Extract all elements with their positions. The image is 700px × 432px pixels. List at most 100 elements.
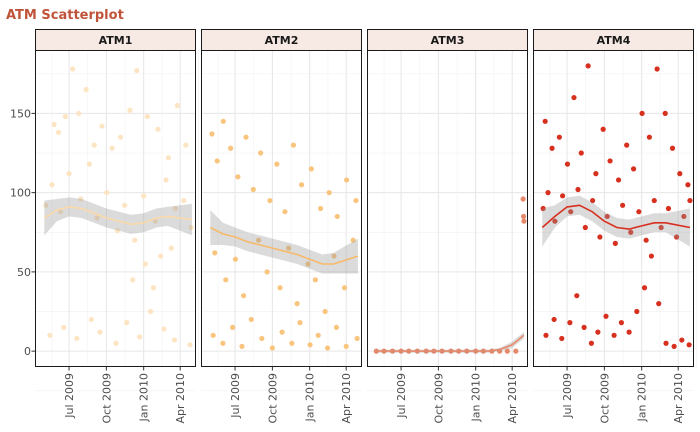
facet-strip-label: ATM3 <box>431 34 465 47</box>
data-point <box>556 134 562 140</box>
data-point <box>685 182 691 188</box>
data-point <box>350 237 356 243</box>
data-point <box>673 234 680 240</box>
data-point <box>144 113 150 120</box>
data-point <box>646 134 652 140</box>
facet-panel-atm2: ATM2 Jul 2009 Oct 2009 Jan 2010 Apr 2010 <box>201 29 365 424</box>
data-point <box>315 332 321 338</box>
data-point <box>628 229 634 235</box>
data-point <box>122 202 128 208</box>
gridlines <box>201 50 365 392</box>
data-point <box>542 118 548 124</box>
data-point <box>127 107 133 113</box>
data-point <box>152 218 159 224</box>
smooth-line <box>541 204 691 230</box>
data-point <box>230 324 236 330</box>
data-point <box>158 253 164 259</box>
points <box>540 63 693 349</box>
data-point <box>334 213 340 220</box>
x-tick-label: Oct 2009 <box>432 373 445 424</box>
data-point <box>597 234 603 240</box>
data-point <box>686 342 692 348</box>
x-tick-label: Oct 2009 <box>266 373 279 424</box>
data-point <box>274 161 280 167</box>
data-point <box>220 340 226 346</box>
data-point <box>560 193 566 199</box>
data-point <box>232 256 239 262</box>
data-point <box>626 329 632 335</box>
data-point <box>669 145 676 151</box>
data-point <box>290 142 297 148</box>
data-point <box>543 332 549 338</box>
data-point <box>568 209 574 215</box>
data-point <box>603 313 609 319</box>
data-point <box>343 177 350 183</box>
facet-panel-atm4: ATM4 Jul 2009 Oct 2009 Jan 2010 Apr 2010 <box>533 29 697 424</box>
data-point <box>172 205 178 212</box>
data-point <box>322 308 328 315</box>
data-point <box>513 348 519 354</box>
data-point <box>264 269 270 275</box>
data-point <box>305 261 311 267</box>
data-point <box>600 126 606 132</box>
data-point <box>641 285 648 291</box>
data-point <box>620 202 626 208</box>
y-tick-label-50: 50 <box>17 266 31 279</box>
x-tick-label: Apr 2010 <box>672 373 685 424</box>
panel-border <box>201 50 362 367</box>
data-point <box>636 209 642 215</box>
data-point <box>677 171 683 177</box>
data-point <box>607 158 613 164</box>
data-point <box>343 343 349 349</box>
data-point <box>639 110 645 116</box>
data-point <box>595 329 601 335</box>
data-point <box>658 224 664 231</box>
data-point <box>354 335 360 342</box>
data-point <box>651 197 657 204</box>
data-point <box>312 277 318 283</box>
data-point <box>141 193 147 199</box>
data-point <box>590 197 596 204</box>
data-point <box>220 118 226 124</box>
data-point <box>47 332 53 338</box>
data-point <box>551 316 557 323</box>
y-tick-label-0: 0 <box>24 345 31 358</box>
points <box>373 196 527 354</box>
data-point <box>662 110 668 116</box>
y-tick-label-150: 150 <box>10 107 31 120</box>
data-point <box>567 320 573 326</box>
data-point <box>88 316 94 323</box>
panel-border <box>367 50 528 367</box>
x-tick-label: Jan 2010 <box>636 373 649 422</box>
data-point <box>294 301 300 307</box>
data-point <box>155 126 161 132</box>
x-tick-label: Jan 2010 <box>138 373 151 422</box>
data-point <box>279 329 285 335</box>
smooth-ci-band <box>44 197 192 236</box>
facet-panel-atm1: ATM1 Jul 2009 Oct 2009 Jan 2010 Apr 2010 <box>35 29 199 424</box>
data-point <box>575 186 581 193</box>
data-point <box>559 335 565 342</box>
data-point <box>117 134 124 140</box>
points <box>43 66 194 348</box>
data-point <box>267 197 273 204</box>
data-point <box>540 205 546 212</box>
data-point <box>307 342 313 348</box>
smooth-line <box>43 206 193 226</box>
data-point <box>665 205 672 212</box>
data-point <box>181 197 187 204</box>
data-point <box>165 155 172 161</box>
x-tick-label: Jan 2010 <box>470 373 483 422</box>
x-tick-label: Apr 2010 <box>506 373 519 424</box>
facet-strip-label: ATM4 <box>597 34 631 47</box>
data-point <box>78 196 84 202</box>
x-tick-label: Oct 2009 <box>100 373 113 424</box>
data-point <box>624 142 630 148</box>
data-point <box>228 145 234 151</box>
x-tick-label: Apr 2010 <box>174 373 187 424</box>
data-point <box>552 218 558 224</box>
data-point <box>150 285 157 291</box>
data-point <box>318 205 324 212</box>
data-point <box>250 186 256 193</box>
